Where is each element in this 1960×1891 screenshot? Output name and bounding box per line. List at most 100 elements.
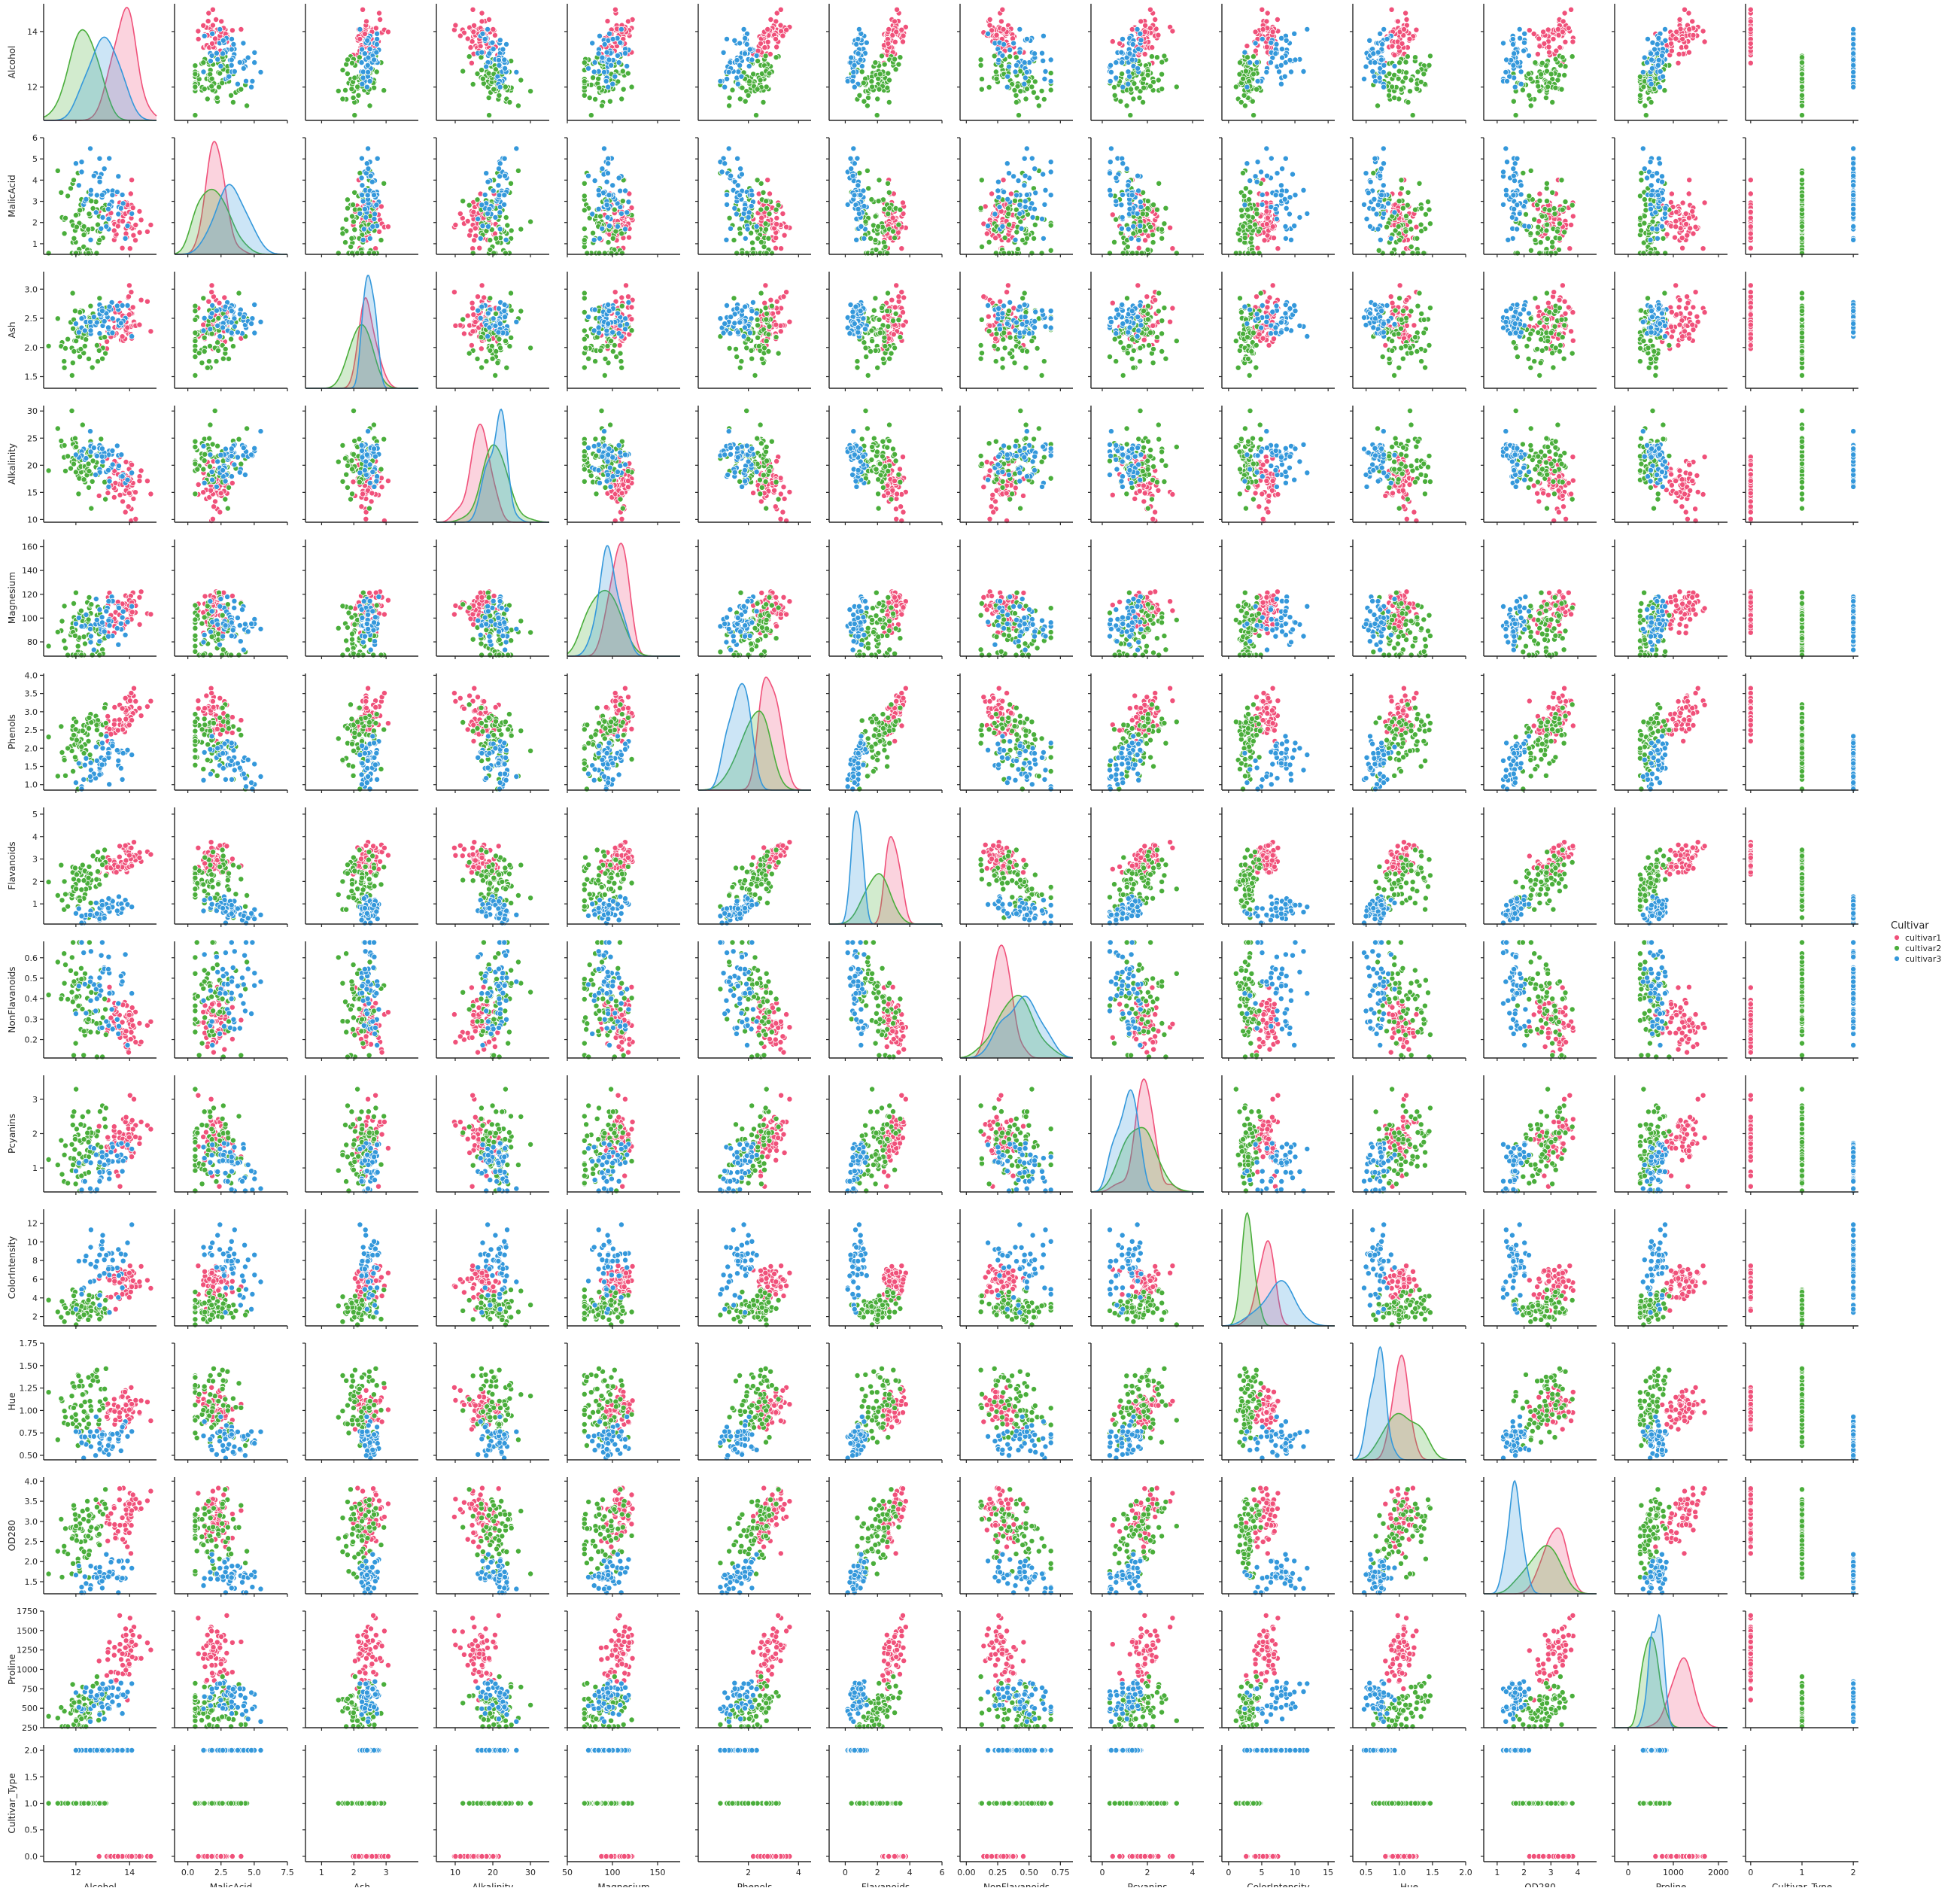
- point-cultivar1: [605, 19, 610, 24]
- point-cultivar3: [1372, 156, 1378, 161]
- point-cultivar3: [1372, 78, 1378, 84]
- point-cultivar3: [1135, 26, 1140, 32]
- point-cultivar1: [773, 236, 779, 241]
- point-cultivar3: [218, 63, 223, 68]
- point-cultivar3: [605, 214, 610, 220]
- point-cultivar2: [1559, 87, 1564, 92]
- point-cultivar2: [857, 93, 862, 98]
- point-cultivar3: [1363, 171, 1369, 176]
- point-cultivar2: [193, 63, 198, 68]
- point-cultivar2: [1400, 205, 1405, 211]
- point-cultivar2: [1111, 239, 1117, 245]
- point-cultivar3: [491, 47, 496, 52]
- point-cultivar2: [1423, 211, 1428, 217]
- panel-Alcohol-vs-Phenols: [695, 4, 811, 123]
- point-cultivar2: [582, 60, 587, 65]
- point-cultivar3: [1280, 166, 1285, 172]
- point-cultivar2: [876, 223, 881, 229]
- point-cultivar3: [1108, 69, 1114, 74]
- point-cultivar2: [470, 81, 476, 87]
- point-cultivar1: [987, 17, 992, 22]
- point-cultivar1: [993, 236, 998, 241]
- point-cultivar2: [877, 71, 883, 77]
- point-cultivar3: [1381, 161, 1386, 166]
- point-cultivar3: [503, 237, 509, 242]
- point-cultivar1: [1170, 29, 1175, 34]
- point-cultivar2: [1162, 221, 1167, 226]
- point-cultivar1: [212, 36, 217, 41]
- point-cultivar1: [491, 26, 496, 32]
- point-cultivar3: [1364, 216, 1369, 221]
- point-cultivar3: [375, 156, 380, 161]
- point-cultivar2: [1399, 186, 1404, 191]
- point-cultivar2: [505, 223, 510, 228]
- point-cultivar2: [1407, 219, 1412, 224]
- point-cultivar1: [994, 32, 999, 38]
- point-cultivar1: [1748, 7, 1753, 12]
- point-cultivar2: [1543, 95, 1548, 100]
- panel-Ash-vs-Alcohol: 1.52.02.53.0Ash: [7, 272, 156, 391]
- point-cultivar2: [886, 190, 892, 195]
- point-cultivar2: [81, 233, 87, 238]
- point-cultivar2: [876, 199, 881, 204]
- point-cultivar2: [193, 71, 198, 77]
- point-cultivar3: [722, 161, 728, 166]
- point-cultivar3: [1649, 57, 1654, 62]
- point-cultivar3: [1512, 206, 1517, 211]
- point-cultivar2: [582, 208, 587, 213]
- point-cultivar3: [850, 173, 855, 178]
- point-cultivar3: [1660, 179, 1665, 184]
- point-cultivar2: [94, 251, 99, 256]
- point-cultivar2: [1048, 87, 1053, 93]
- point-cultivar3: [995, 188, 1001, 193]
- point-cultivar2: [1637, 93, 1642, 98]
- point-cultivar3: [1013, 237, 1018, 242]
- point-cultivar1: [229, 28, 235, 33]
- point-cultivar1: [759, 215, 764, 220]
- point-cultivar2: [1641, 84, 1646, 90]
- point-cultivar1: [115, 223, 120, 229]
- point-cultivar1: [1403, 11, 1408, 16]
- point-cultivar1: [1673, 36, 1679, 41]
- point-cultivar2: [1244, 207, 1250, 212]
- point-cultivar3: [1287, 57, 1293, 62]
- point-cultivar2: [1799, 178, 1804, 183]
- point-cultivar2: [1247, 197, 1252, 202]
- point-cultivar3: [1114, 60, 1119, 65]
- point-cultivar2: [597, 251, 602, 256]
- point-cultivar3: [1004, 84, 1010, 90]
- point-cultivar2: [869, 79, 874, 84]
- point-cultivar2: [74, 224, 79, 230]
- point-cultivar3: [746, 63, 752, 68]
- point-cultivar2: [727, 215, 732, 220]
- point-cultivar1: [892, 39, 898, 44]
- point-cultivar2: [1252, 222, 1257, 227]
- point-cultivar1: [1110, 212, 1115, 217]
- point-cultivar2: [503, 251, 508, 256]
- point-cultivar2: [1241, 193, 1247, 199]
- point-cultivar2: [193, 84, 198, 90]
- point-cultivar2: [1799, 113, 1804, 118]
- point-cultivar3: [1280, 55, 1285, 60]
- point-cultivar2: [1562, 72, 1567, 78]
- point-cultivar3: [485, 179, 491, 184]
- point-cultivar3: [1363, 64, 1369, 69]
- point-cultivar2: [1397, 238, 1402, 243]
- point-cultivar3: [1851, 161, 1856, 166]
- point-cultivar2: [1154, 207, 1159, 212]
- point-cultivar3: [1517, 211, 1522, 216]
- point-cultivar1: [784, 224, 789, 230]
- point-cultivar2: [764, 251, 769, 256]
- point-cultivar3: [612, 74, 618, 79]
- panel-MalicAcid-vs-Phenols: [695, 138, 811, 257]
- point-cultivar3: [1126, 81, 1131, 87]
- point-cultivar3: [1361, 202, 1366, 207]
- point-cultivar3: [487, 206, 492, 211]
- point-cultivar2: [349, 87, 354, 92]
- point-cultivar2: [737, 231, 743, 236]
- point-cultivar3: [1247, 60, 1253, 65]
- point-cultivar1: [1702, 39, 1707, 44]
- point-cultivar3: [1512, 84, 1518, 90]
- point-cultivar1: [357, 36, 363, 41]
- point-cultivar3: [94, 193, 99, 198]
